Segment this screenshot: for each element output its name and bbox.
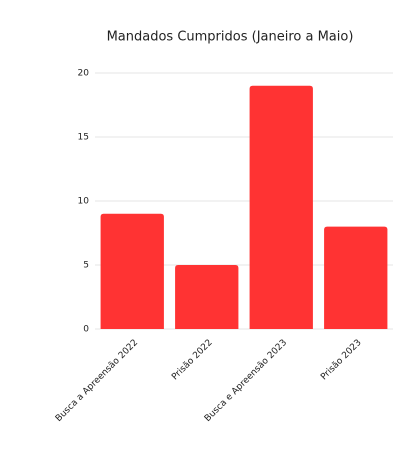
y-tick-label: 20: [78, 69, 90, 79]
bar: [175, 265, 239, 329]
y-tick-label: 15: [78, 133, 89, 143]
y-tick-label: 0: [83, 325, 89, 335]
bar: [100, 213, 164, 329]
x-tick-label: Prisão 2023: [319, 338, 364, 383]
bar: [324, 226, 388, 329]
chart-title: Mandados Cumpridos (Janeiro a Maio): [107, 30, 354, 45]
x-tick-label: Busca e Apreensão 2023: [203, 338, 289, 424]
y-tick-label: 10: [78, 197, 90, 207]
bar: [249, 85, 313, 329]
y-tick-label: 5: [83, 261, 89, 271]
x-tick-label: Prisão 2022: [170, 338, 215, 383]
x-tick-label: Busca a Apreensão 2022: [54, 338, 140, 424]
